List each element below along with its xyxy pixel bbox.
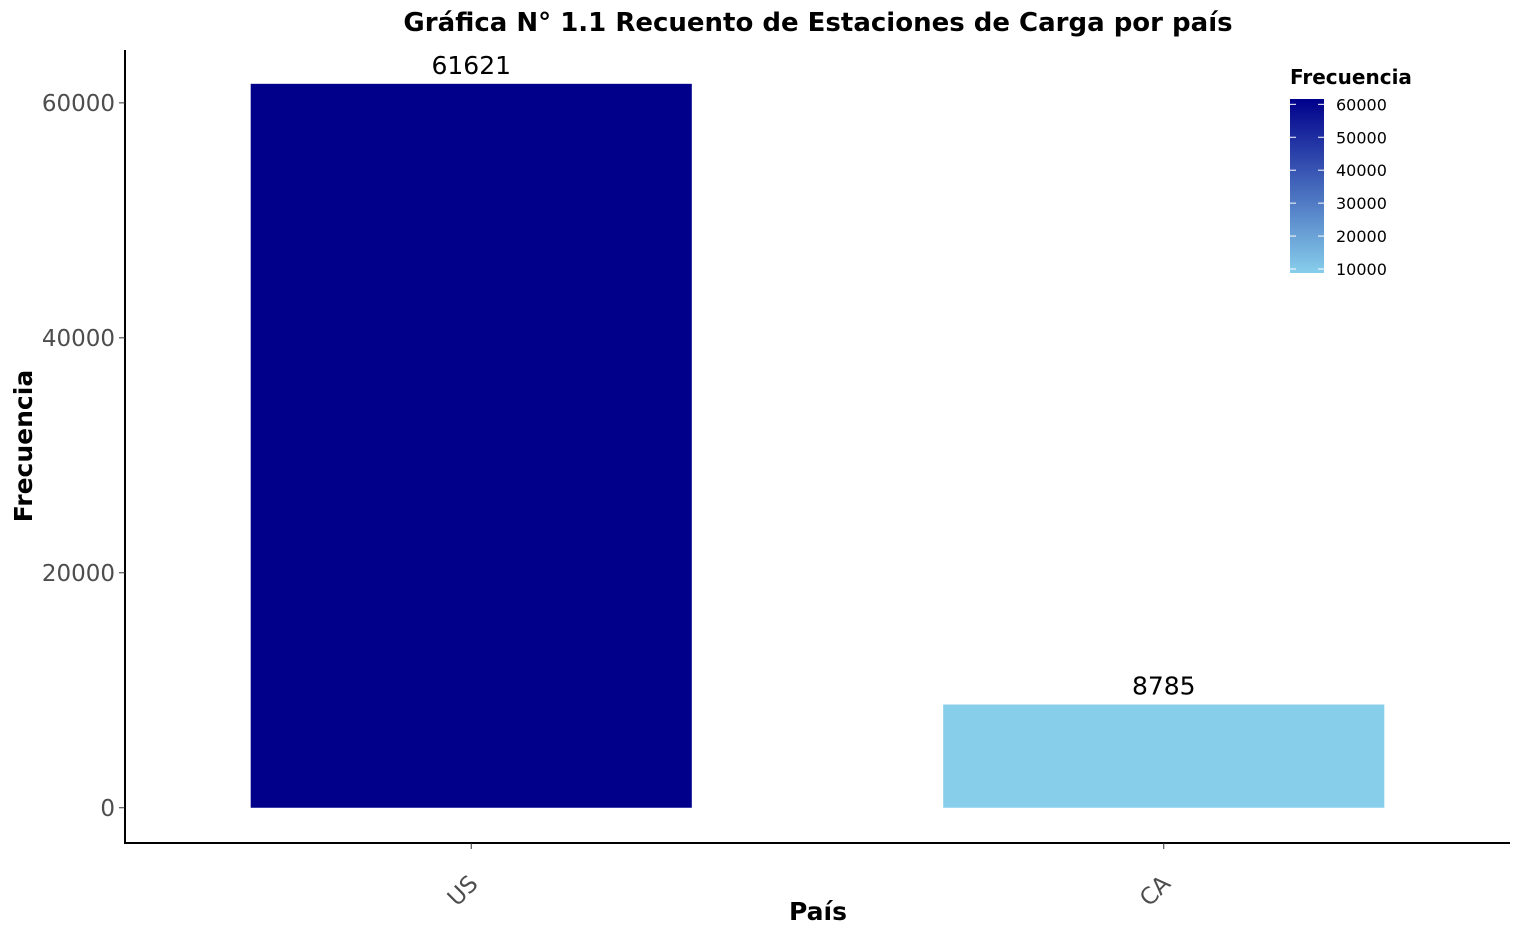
legend-ticks-group: 10000 20000 30000 40000 50000 60000 bbox=[1290, 95, 1387, 279]
y-ticks-group: 0 20000 40000 60000 bbox=[42, 91, 125, 822]
x-tick-label-us: US bbox=[443, 871, 484, 912]
y-tick-label: 20000 bbox=[42, 561, 115, 587]
data-labels-group: 61621 8785 bbox=[431, 51, 1195, 701]
data-label-us: 61621 bbox=[431, 51, 511, 80]
legend-tick-label: 50000 bbox=[1336, 128, 1387, 147]
bar-ca bbox=[943, 704, 1385, 808]
y-tick-label: 40000 bbox=[42, 326, 115, 352]
chart-title: Gráfica N° 1.1 Recuento de Estaciones de… bbox=[403, 8, 1232, 38]
x-tick-label-ca: CA bbox=[1135, 871, 1176, 912]
legend-tick-label: 20000 bbox=[1336, 227, 1387, 246]
legend-title: Frecuencia bbox=[1290, 65, 1412, 89]
legend-tick-label: 60000 bbox=[1336, 95, 1387, 114]
y-tick-label: 0 bbox=[100, 796, 115, 822]
legend-tick-label: 40000 bbox=[1336, 161, 1387, 180]
legend-tick-label: 30000 bbox=[1336, 194, 1387, 213]
x-axis-title: País bbox=[789, 897, 847, 926]
legend-tick-label: 10000 bbox=[1336, 260, 1387, 279]
y-tick-label: 60000 bbox=[42, 91, 115, 117]
y-axis-title: Frecuencia bbox=[9, 370, 38, 522]
legend: Frecuencia 10000 20000 30000 40000 50000 6000… bbox=[1290, 65, 1412, 279]
legend-colorbar bbox=[1290, 99, 1324, 273]
data-label-ca: 8785 bbox=[1132, 672, 1196, 701]
bars-group bbox=[250, 83, 1385, 808]
bar-us bbox=[250, 83, 692, 808]
